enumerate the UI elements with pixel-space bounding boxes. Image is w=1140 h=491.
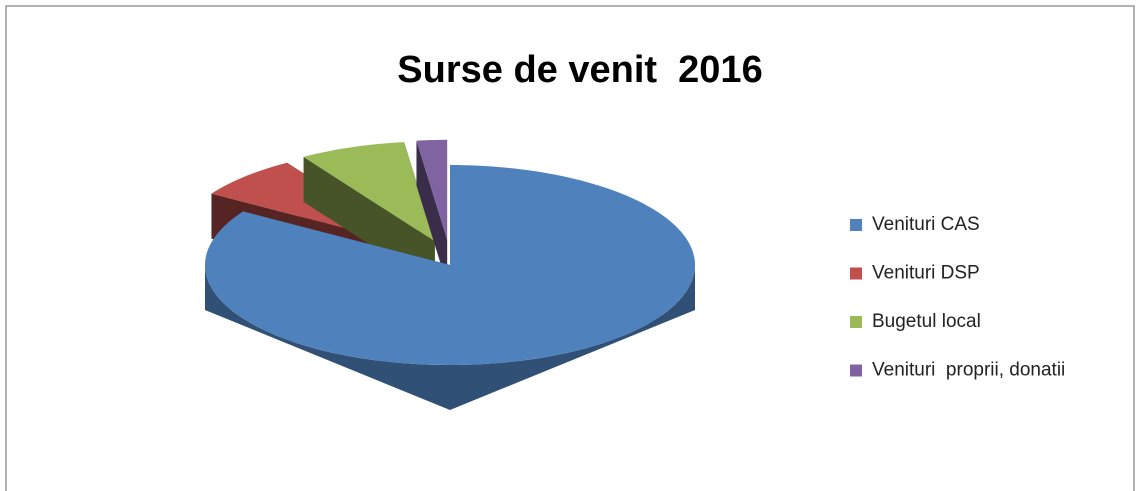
legend-swatch — [850, 267, 862, 280]
legend-swatch — [850, 219, 862, 231]
slice — [303, 142, 435, 242]
chart-title: Surse de venit 2016 — [397, 49, 762, 91]
legend-swatch — [850, 316, 862, 328]
slice — [416, 139, 448, 240]
legend-label: Venituri CAS — [872, 214, 980, 235]
legend-swatch — [850, 364, 862, 377]
slice-side — [416, 140, 448, 285]
legend-label: Bugetul local — [872, 311, 981, 332]
slice — [205, 165, 695, 365]
slice-wall — [205, 265, 695, 410]
legend-label: Venituri proprii, donatii — [872, 360, 1065, 381]
legend-label: Venituri DSP — [872, 263, 980, 284]
